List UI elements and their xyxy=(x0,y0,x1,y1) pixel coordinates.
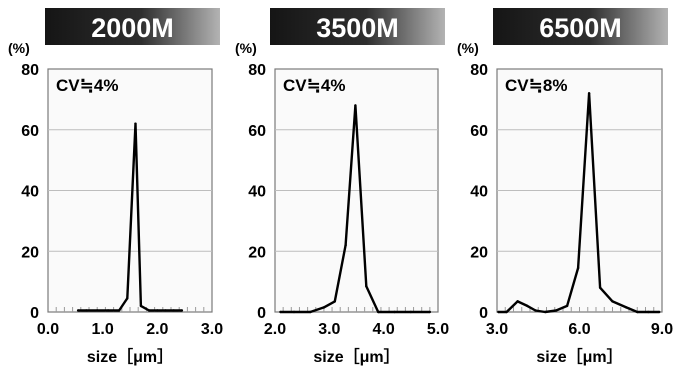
data-point xyxy=(292,310,296,314)
cv-annotation: CV≒4% xyxy=(56,76,118,95)
x-tick-label: 1.0 xyxy=(92,321,114,338)
data-point xyxy=(636,310,639,314)
data-point xyxy=(354,104,357,107)
chart-title: 3500M xyxy=(316,13,399,43)
data-point xyxy=(126,297,129,300)
data-point xyxy=(85,309,88,312)
x-tick-label: 0.0 xyxy=(37,321,59,338)
cv-annotation: CV≒8% xyxy=(505,76,567,95)
series-line xyxy=(280,104,430,314)
data-point xyxy=(554,309,558,312)
y-tick-label: 0 xyxy=(479,305,488,322)
x-tick-label: 3.0 xyxy=(318,321,340,338)
chart-panel: 3500M (%) 0 20 40 60 80 2.0 3.0 4.0 5.0 size［μm］ CV≒… xyxy=(235,8,449,366)
data-point xyxy=(180,309,184,312)
data-point xyxy=(279,310,282,314)
x-tick-label: 3.0 xyxy=(201,321,223,338)
data-point xyxy=(409,310,413,314)
data-point xyxy=(139,304,143,308)
y-tick-label: 40 xyxy=(21,184,39,201)
y-axis-unit: (%) xyxy=(235,40,257,56)
data-point xyxy=(172,309,175,312)
data-point xyxy=(543,310,547,314)
data-point xyxy=(333,300,336,303)
y-tick-label: 20 xyxy=(21,244,39,261)
y-tick-label: 40 xyxy=(248,184,266,201)
data-point xyxy=(497,310,500,314)
data-point xyxy=(322,306,326,309)
data-point xyxy=(526,304,529,308)
data-point xyxy=(625,306,628,309)
chart-panel: 6500M (%) 0 20 40 60 80 3.0 6.0 9.0 size［μm］ CV≒8% xyxy=(457,8,673,366)
y-tick-label: 80 xyxy=(21,62,39,79)
y-tick-label: 80 xyxy=(470,62,488,79)
data-point xyxy=(365,284,368,288)
cv-annotation: CV≒4% xyxy=(283,76,345,95)
data-point xyxy=(611,300,614,303)
chart-panel: 2000M (%) 0 20 40 60 80 0.0 1.0 2.0 3.0 size［μm］ CV≒… xyxy=(8,8,223,366)
data-point xyxy=(598,286,602,289)
data-point xyxy=(647,310,650,314)
data-point xyxy=(534,309,537,312)
data-point xyxy=(516,300,519,303)
data-point xyxy=(658,310,661,314)
y-tick-label: 40 xyxy=(470,184,488,201)
data-point xyxy=(117,309,121,312)
data-point xyxy=(505,310,508,314)
x-tick-label: 4.0 xyxy=(373,321,395,338)
chart-title-banner xyxy=(493,8,668,45)
x-tick-label: 2.0 xyxy=(146,321,168,338)
data-point xyxy=(344,243,347,247)
y-tick-label: 60 xyxy=(248,123,266,140)
x-axis-label: size［μm］ xyxy=(313,347,399,366)
data-point xyxy=(76,309,80,312)
data-point xyxy=(587,92,591,95)
y-tick-label: 80 xyxy=(248,62,266,79)
x-tick-label: 3.0 xyxy=(486,321,508,338)
data-point xyxy=(428,310,432,314)
data-point xyxy=(576,266,580,270)
data-point xyxy=(147,309,151,312)
y-tick-label: 0 xyxy=(257,305,266,322)
x-axis-label: size［μm］ xyxy=(87,347,173,366)
data-point xyxy=(565,304,569,308)
y-tick-label: 0 xyxy=(30,305,39,322)
y-tick-label: 60 xyxy=(21,123,39,140)
series-line xyxy=(498,92,660,314)
y-tick-label: 20 xyxy=(248,244,266,261)
data-point xyxy=(393,310,396,314)
y-tick-label: 20 xyxy=(470,244,488,261)
chart-title-banner xyxy=(45,8,220,45)
y-tick-label: 60 xyxy=(470,123,488,140)
y-axis-unit: (%) xyxy=(8,40,30,56)
y-axis-unit: (%) xyxy=(457,40,479,56)
x-tick-label: 9.0 xyxy=(651,321,673,338)
chart-title-banner xyxy=(270,8,445,45)
data-point xyxy=(134,122,137,125)
data-point xyxy=(96,309,99,312)
x-tick-label: 2.0 xyxy=(264,321,286,338)
data-point xyxy=(164,309,167,312)
data-point xyxy=(377,310,380,314)
chart-title: 2000M xyxy=(91,13,174,43)
x-tick-label: 6.0 xyxy=(568,321,590,338)
x-axis-label: size［μm］ xyxy=(536,347,622,366)
data-point xyxy=(156,309,159,312)
x-tick-label: 5.0 xyxy=(427,321,449,338)
data-point xyxy=(309,310,312,314)
chart-title: 6500M xyxy=(539,13,622,43)
data-point xyxy=(106,309,110,312)
